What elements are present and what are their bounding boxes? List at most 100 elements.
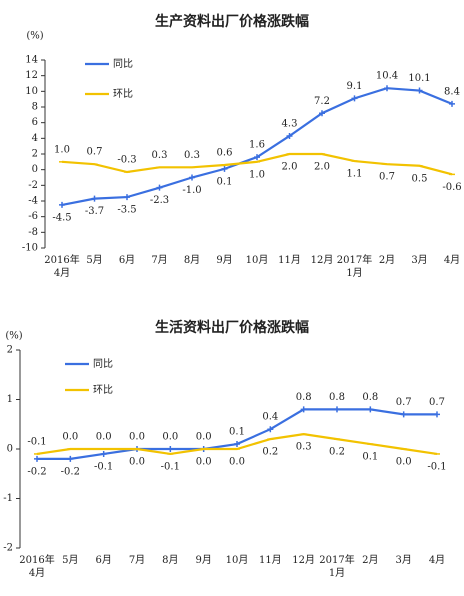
data-label: 1.6 <box>249 140 265 151</box>
y-tick-label: -10 <box>22 243 38 254</box>
x-tick-label: 10月 <box>225 555 249 566</box>
data-label: -3.5 <box>117 205 136 216</box>
chart-title: 生产资料出厂价格涨跌幅 <box>155 13 309 30</box>
x-tick-label: 5月 <box>62 555 79 566</box>
data-label: -0.2 <box>27 466 46 477</box>
x-tick-label: 12月 <box>310 255 334 266</box>
y-tick-label: -6 <box>28 211 38 222</box>
data-label: -0.2 <box>61 466 80 477</box>
marker <box>59 201 65 208</box>
data-label: 10.1 <box>408 73 430 84</box>
x-tick-label: 5月 <box>86 255 103 266</box>
x-tick-label: 3月 <box>411 255 428 266</box>
data-label: 9.1 <box>347 81 363 92</box>
y-tick-label: 12 <box>25 70 38 81</box>
marker <box>100 450 107 457</box>
marker <box>254 154 260 161</box>
x-tick-label: 3月 <box>395 555 412 566</box>
data-label: 0.0 <box>196 432 212 443</box>
y-tick-label: 8 <box>32 102 38 113</box>
legend-label: 环比 <box>93 384 113 396</box>
legend-label: 同比 <box>93 358 113 370</box>
data-label: 0.1 <box>229 427 245 438</box>
data-label: 0.8 <box>329 392 345 403</box>
data-label: -1.0 <box>182 185 201 196</box>
data-label: 0.7 <box>379 172 395 183</box>
x-tick-label: 7月 <box>151 255 168 266</box>
data-label: -0.3 <box>117 155 136 166</box>
data-label: 10.4 <box>376 71 398 82</box>
y-tick-label: -1 <box>3 493 13 504</box>
x-tick-label: 8月 <box>183 255 201 266</box>
y-tick-label: -2 <box>28 180 38 191</box>
data-label: 4.3 <box>282 118 298 129</box>
x-tick-label: 2016年 4月 <box>19 555 55 579</box>
marker <box>334 406 340 413</box>
data-label: 0.0 <box>229 457 245 468</box>
y-tick-label: -4 <box>28 196 38 207</box>
y-axis-label: (%) <box>5 331 22 342</box>
y-tick-label: 2 <box>32 149 38 160</box>
marker <box>434 411 440 418</box>
data-label: 0.3 <box>184 150 200 161</box>
marker <box>34 455 40 462</box>
marker <box>156 184 163 191</box>
data-label: -2.3 <box>150 195 169 206</box>
marker <box>221 165 228 172</box>
y-tick-label: 4 <box>32 133 38 144</box>
data-label: 0.0 <box>162 432 178 443</box>
data-label: 0.2 <box>329 447 345 458</box>
marker <box>300 406 307 413</box>
marker <box>449 100 455 107</box>
data-label: 0.0 <box>96 432 112 443</box>
marker <box>351 95 358 102</box>
data-label: 0.7 <box>429 397 445 408</box>
x-tick-label: 12月 <box>292 555 316 566</box>
data-label: -0.1 <box>161 461 180 472</box>
x-tick-label: 10月 <box>245 255 269 266</box>
data-label: 0.0 <box>129 457 145 468</box>
x-tick-label: 11月 <box>258 555 282 566</box>
data-label: 0.6 <box>217 147 233 158</box>
chart-title: 生活资料出厂价格涨跌幅 <box>155 319 309 336</box>
data-label: -3.7 <box>85 206 104 217</box>
marker <box>67 455 74 462</box>
data-label: 0.8 <box>296 392 312 403</box>
y-tick-label: 6 <box>32 117 38 128</box>
marker <box>91 195 98 202</box>
data-label: 0.0 <box>396 457 412 468</box>
y-tick-label: -8 <box>28 227 38 238</box>
marker <box>267 426 274 433</box>
y-axis-label: (%) <box>26 31 43 42</box>
x-tick-label: 4月 <box>443 255 461 266</box>
data-label: 8.4 <box>444 86 460 97</box>
x-tick-label: 2月 <box>378 255 396 266</box>
data-label: 2.0 <box>282 162 298 173</box>
data-label: 0.7 <box>87 147 103 158</box>
y-tick-label: 14 <box>25 55 38 66</box>
data-label: 0.1 <box>362 452 378 463</box>
data-label: 0.7 <box>396 397 412 408</box>
x-tick-label: 11月 <box>278 255 301 266</box>
x-tick-label: 2月 <box>362 555 379 566</box>
x-tick-label: 8月 <box>162 555 179 566</box>
x-tick-label: 2017年 1月 <box>319 555 355 579</box>
y-tick-label: 0 <box>7 444 13 455</box>
data-label: 0.1 <box>217 176 233 187</box>
data-label: -0.1 <box>27 436 46 447</box>
x-tick-label: 6月 <box>118 255 136 266</box>
data-label: 0.3 <box>152 150 168 161</box>
data-label: 0.4 <box>262 412 278 423</box>
data-label: 0.5 <box>412 173 428 184</box>
data-label: 0.8 <box>362 392 378 403</box>
x-tick-label: 7月 <box>128 555 146 566</box>
marker <box>286 132 293 139</box>
marker <box>319 110 325 117</box>
data-label: 2.0 <box>314 162 330 173</box>
data-label: -0.1 <box>94 461 113 472</box>
data-label: 0.0 <box>129 432 145 443</box>
legend-label: 环比 <box>113 88 133 100</box>
data-label: 0.3 <box>296 442 312 453</box>
